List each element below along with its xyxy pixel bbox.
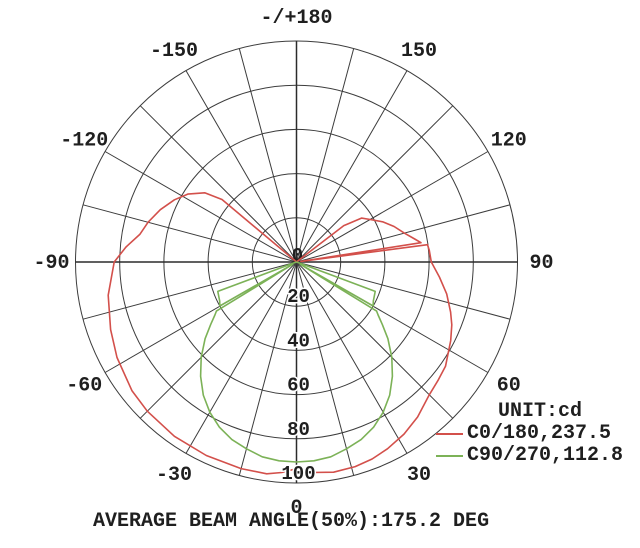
legend-label-c90-270: C90/270,112.8 [467,444,624,467]
grid-spoke-195 [238,48,297,263]
grid-spoke-75 [296,261,511,320]
angle-label-m90: -90 [33,252,69,275]
angle-label-m120: -120 [60,130,108,153]
grid-spoke-150 [296,70,408,263]
angle-label-120: 120 [491,130,527,153]
legend-line-c90-270 [436,455,463,457]
grid-spoke-30 [296,261,408,454]
legend: UNIT:cd C0/180,237.5 C90/270,112.8 [436,401,623,467]
legend-label-c0-180: C0/180,237.5 [467,422,612,445]
grid-spoke-210 [185,70,297,263]
angle-label-m60: -60 [66,375,102,398]
grid-spoke-255 [82,204,297,263]
curve-c0-180 [107,192,453,475]
radial-label-60: 60 [287,375,310,397]
grid-spoke-330 [185,261,297,454]
beam-angle-caption: AVERAGE BEAM ANGLE(50%):175.2 DEG [93,510,490,533]
angle-label-0: 0 [290,497,302,520]
radial-label-80: 80 [287,419,310,441]
angle-label-m30: -30 [156,464,192,487]
angle-label-30: 30 [407,464,431,487]
grid-spoke-315 [139,261,297,419]
grid-spoke-120 [296,151,489,263]
grid-spoke-135 [296,105,454,263]
legend-unit-label: UNIT:cd [498,400,583,423]
angle-label-180: -/+180 [260,7,332,30]
radial-label-40: 40 [287,330,310,352]
grid-spoke-165 [296,48,355,263]
grid-spoke-240 [104,151,297,263]
angle-label-m150: -150 [150,40,198,63]
curve-c90-270 [199,261,394,463]
grid-spoke-345 [238,261,297,476]
grid-spoke-105 [296,204,511,263]
grid-spoke-225 [139,105,297,263]
angle-label-60: 60 [497,375,521,398]
legend-item-c0-180: C0/180,237.5 [436,423,623,445]
legend-line-c0-180 [436,433,463,435]
grid-spoke-15 [296,261,355,476]
angle-label-150: 150 [401,40,437,63]
radial-label-0: 0 [292,245,303,267]
grid-spoke-285 [82,261,297,320]
grid-spoke-45 [296,261,454,419]
legend-item-c90-270: C90/270,112.8 [436,445,623,467]
radial-label-100: 100 [281,463,315,485]
radial-label-20: 20 [287,286,310,308]
angle-label-90: 90 [529,252,553,275]
